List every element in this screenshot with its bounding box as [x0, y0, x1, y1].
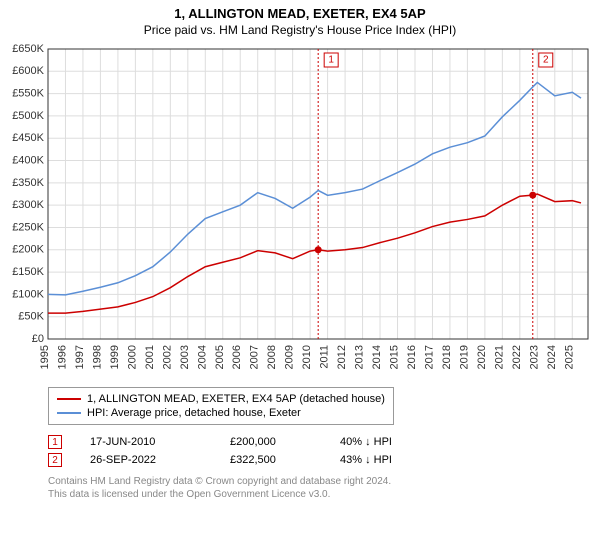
event-badge-text: 1 — [328, 55, 334, 66]
y-tick-label: £400K — [12, 154, 44, 166]
event-row-badge: 2 — [48, 453, 62, 467]
legend-label: 1, ALLINGTON MEAD, EXETER, EX4 5AP (deta… — [87, 393, 385, 405]
event-dot — [315, 246, 322, 253]
footer-line1: Contains HM Land Registry data © Crown c… — [48, 475, 600, 488]
x-tick-label: 2005 — [214, 345, 226, 369]
x-tick-label: 1996 — [56, 345, 68, 369]
chart-svg: £0 £50K £100K £150K £200K £250K £300K £350K £400… — [0, 41, 600, 381]
x-tick-label: 1995 — [39, 345, 51, 369]
legend-row: HPI: Average price, detached house, Exet… — [57, 406, 385, 420]
x-tick-label: 2018 — [441, 345, 453, 369]
x-tick-label: 2011 — [319, 345, 331, 369]
events-table: 117-JUN-2010£200,00040% ↓ HPI226-SEP-202… — [48, 433, 600, 469]
y-tick-label: £500K — [12, 110, 44, 122]
event-row-delta: 40% ↓ HPI — [340, 436, 460, 448]
event-row-date: 26-SEP-2022 — [62, 454, 230, 466]
x-tick-label: 2013 — [354, 345, 366, 369]
footer: Contains HM Land Registry data © Crown c… — [48, 475, 600, 501]
x-tick-label: 2021 — [493, 345, 505, 369]
event-row-date: 17-JUN-2010 — [62, 436, 230, 448]
x-tick-label: 2000 — [126, 345, 138, 369]
legend-swatch — [57, 398, 81, 400]
x-tick-label: 2010 — [301, 345, 313, 369]
x-tick-label: 1997 — [74, 345, 86, 369]
x-tick-label: 2019 — [458, 345, 470, 369]
legend: 1, ALLINGTON MEAD, EXETER, EX4 5AP (deta… — [48, 387, 394, 425]
y-tick-label: £200K — [12, 244, 44, 256]
y-tick-label: £300K — [12, 199, 44, 211]
x-tick-label: 2015 — [389, 345, 401, 369]
x-tick-label: 2017 — [423, 345, 435, 369]
x-tick-label: 2008 — [266, 345, 278, 369]
x-tick-label: 2014 — [371, 345, 383, 369]
y-tick-label: £450K — [12, 132, 44, 144]
event-row-delta: 43% ↓ HPI — [340, 454, 460, 466]
x-tick-label: 2004 — [196, 345, 208, 369]
legend-label: HPI: Average price, detached house, Exet… — [87, 407, 301, 419]
y-tick-label: £600K — [12, 65, 44, 77]
event-row: 117-JUN-2010£200,00040% ↓ HPI — [48, 433, 600, 451]
x-tick-label: 2025 — [563, 345, 575, 369]
event-dot — [529, 192, 536, 199]
x-tick-label: 2020 — [476, 345, 488, 369]
chart-subtitle: Price paid vs. HM Land Registry's House … — [0, 21, 600, 41]
footer-line2: This data is licensed under the Open Gov… — [48, 488, 600, 501]
event-row: 226-SEP-2022£322,50043% ↓ HPI — [48, 451, 600, 469]
y-tick-label: £350K — [12, 177, 44, 189]
legend-swatch — [57, 412, 81, 414]
event-row-badge: 1 — [48, 435, 62, 449]
x-tick-label: 2023 — [528, 345, 540, 369]
x-tick-label: 1998 — [91, 345, 103, 369]
x-tick-label: 2007 — [249, 345, 261, 369]
x-tick-label: 2002 — [161, 345, 173, 369]
x-tick-label: 2024 — [546, 345, 558, 369]
x-tick-label: 2006 — [231, 345, 243, 369]
chart-area: £0 £50K £100K £150K £200K £250K £300K £350K £400… — [0, 41, 600, 381]
x-tick-label: 1999 — [109, 345, 121, 369]
y-tick-label: £550K — [12, 88, 44, 100]
x-tick-label: 2012 — [336, 345, 348, 369]
x-tick-label: 2016 — [406, 345, 418, 369]
y-tick-label: £150K — [12, 266, 44, 278]
chart-title: 1, ALLINGTON MEAD, EXETER, EX4 5AP — [0, 0, 600, 21]
x-tick-label: 2009 — [284, 345, 296, 369]
y-tick-label: £0 — [32, 333, 44, 345]
legend-row: 1, ALLINGTON MEAD, EXETER, EX4 5AP (deta… — [57, 392, 385, 406]
y-tick-label: £100K — [12, 288, 44, 300]
y-tick-label: £650K — [12, 43, 44, 55]
x-tick-label: 2001 — [144, 345, 156, 369]
event-row-price: £200,000 — [230, 436, 340, 448]
y-tick-label: £250K — [12, 221, 44, 233]
event-badge-text: 2 — [543, 55, 549, 66]
y-tick-label: £50K — [18, 311, 44, 323]
x-tick-label: 2022 — [511, 345, 523, 369]
x-tick-label: 2003 — [179, 345, 191, 369]
event-row-price: £322,500 — [230, 454, 340, 466]
